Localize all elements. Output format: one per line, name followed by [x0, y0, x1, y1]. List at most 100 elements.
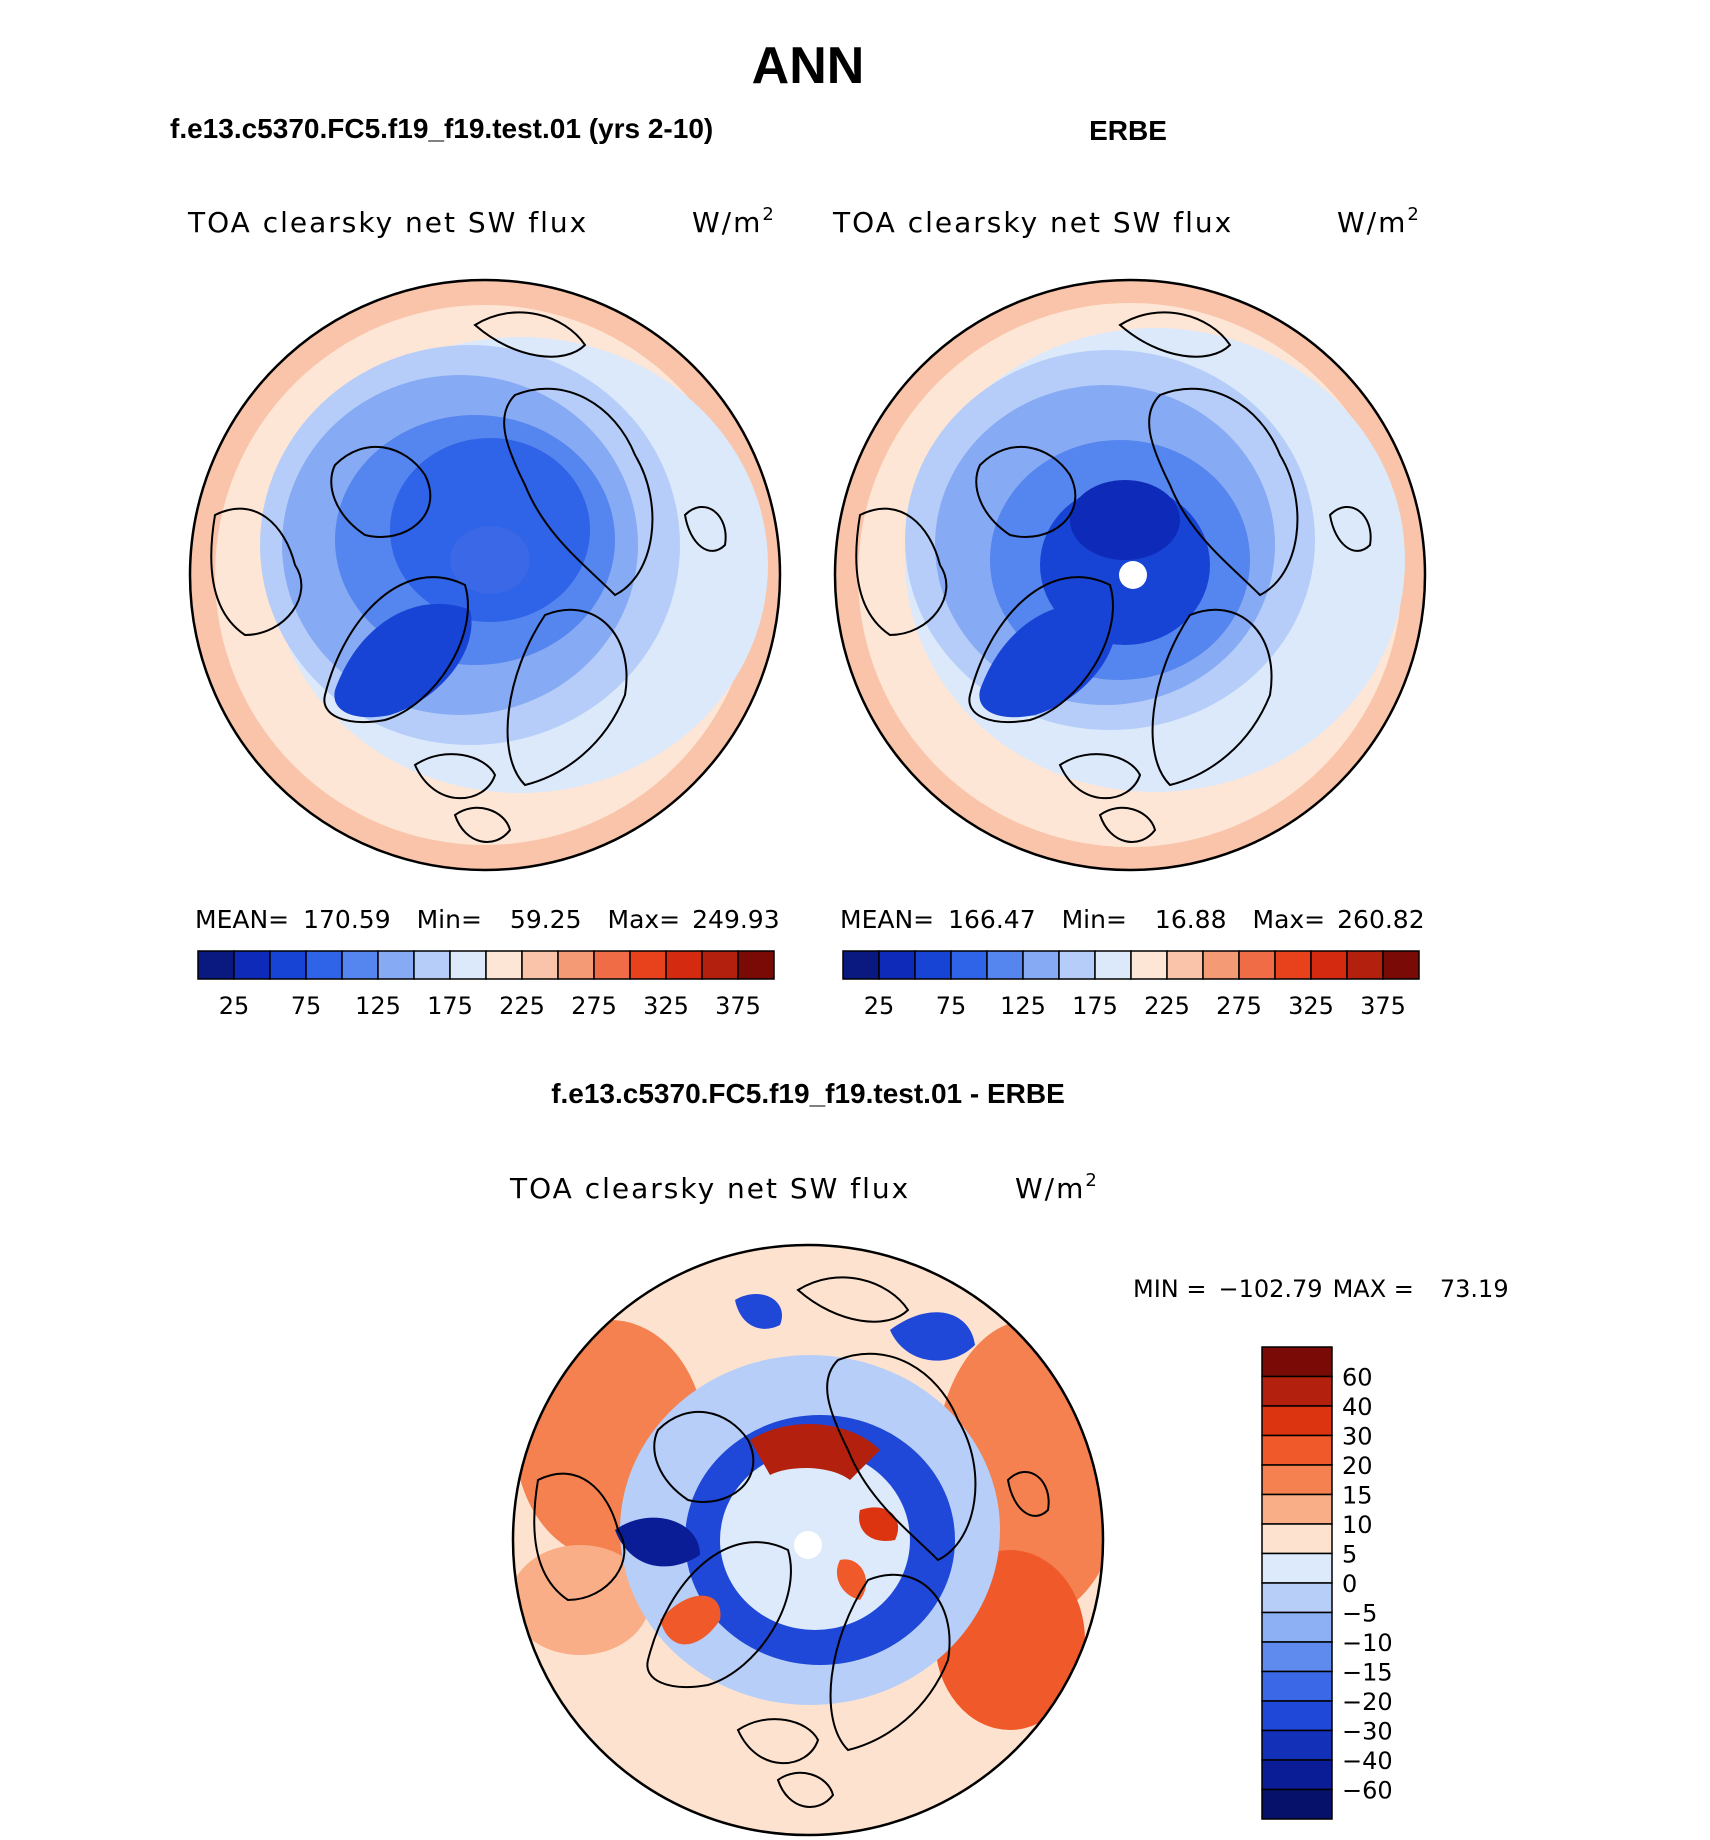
colorbar-tick-label: 125 [355, 992, 401, 1020]
colorbar-tick-label: 15 [1342, 1482, 1373, 1510]
colorbar-swatch [1261, 1611, 1333, 1643]
colorbar-tick-label: 175 [1072, 992, 1118, 1020]
colorbar-swatch [701, 950, 739, 980]
panel-model-variable: TOA clearsky net SW flux [187, 206, 588, 239]
colorbar-swatch [1261, 1759, 1333, 1791]
colorbar-tick-label: 0 [1342, 1570, 1357, 1598]
colorbar-tick-label: 225 [499, 992, 545, 1020]
colorbar-swatch [1261, 1405, 1333, 1437]
colorbar-swatch [1261, 1582, 1333, 1614]
colorbar-swatch [197, 950, 235, 980]
panel-obs-map-border [833, 278, 1427, 872]
colorbar-swatch [914, 950, 952, 980]
colorbar-tick-label: 5 [1342, 1541, 1357, 1569]
panel-obs-units: W/m2 [1337, 204, 1421, 239]
colorbar-tick-label: −40 [1342, 1747, 1393, 1775]
colorbar-tick-label: 75 [291, 992, 322, 1020]
colorbar-swatch [950, 950, 988, 980]
colorbar-swatch [842, 950, 880, 980]
panel-model-units: W/m2 [692, 204, 776, 239]
colorbar-swatch [305, 950, 343, 980]
panel-diff-title: f.e13.c5370.FC5.f19_f19.test.01 - ERBE [551, 1078, 1065, 1109]
colorbar-swatch [1261, 1788, 1333, 1820]
panel-obs-stats: MEAN= 166.47 Min= 16.88 Max= 260.82 [840, 905, 1425, 934]
colorbar-swatch [629, 950, 667, 980]
colorbar-swatch [1022, 950, 1060, 980]
panel-obs-colorbar: 25 75 125 175 225 275 325 375 [842, 950, 1420, 1020]
colorbar-tick-label: 125 [1000, 992, 1046, 1020]
panel-diff-units: W/m2 [1015, 1170, 1099, 1205]
colorbar-tick-label: −5 [1342, 1600, 1377, 1628]
colorbar-swatch [1261, 1670, 1333, 1702]
colorbar-tick-label: 175 [427, 992, 473, 1020]
colorbar-swatch [557, 950, 595, 980]
colorbar-tick-label: 75 [936, 992, 967, 1020]
colorbar-swatch [1261, 1434, 1333, 1466]
colorbar-swatch [1261, 1346, 1333, 1378]
colorbar-tick-label: 30 [1342, 1423, 1373, 1451]
colorbar-swatch [1261, 1700, 1333, 1732]
colorbar-swatch [1261, 1641, 1333, 1673]
colorbar-tick-label: −60 [1342, 1777, 1393, 1805]
panel-diff: f.e13.c5370.FC5.f19_f19.test.01 - ERBE T… [509, 1078, 1509, 1837]
colorbar-swatch [665, 950, 703, 980]
colorbar-swatch [341, 950, 379, 980]
colorbar-swatch [1346, 950, 1384, 980]
colorbar-tick-label: 60 [1342, 1364, 1373, 1392]
panel-model-title: f.e13.c5370.FC5.f19_f19.test.01 (yrs 2-1… [170, 113, 713, 144]
colorbar-swatch [1261, 1464, 1333, 1496]
colorbar-tick-label: 10 [1342, 1511, 1373, 1539]
colorbar-swatch [1310, 950, 1348, 980]
panel-diff-variable: TOA clearsky net SW flux [509, 1172, 910, 1205]
colorbar-swatch [521, 950, 559, 980]
colorbar-tick-label: 325 [1288, 992, 1334, 1020]
panel-obs-variable: TOA clearsky net SW flux [832, 206, 1233, 239]
colorbar-tick-label: 325 [643, 992, 689, 1020]
colorbar-swatch [1261, 1729, 1333, 1761]
panel-diff-minmax: MIN = −102.79 MAX = 73.19 [1133, 1275, 1509, 1303]
colorbar-swatch [233, 950, 271, 980]
colorbar-tick-label: 25 [219, 992, 250, 1020]
colorbar-tick-label: −30 [1342, 1718, 1393, 1746]
colorbar-tick-label: 375 [715, 992, 761, 1020]
colorbar-swatch [1094, 950, 1132, 980]
colorbar-swatch [1130, 950, 1168, 980]
colorbar-tick-label: 40 [1342, 1393, 1373, 1421]
colorbar-swatch [269, 950, 307, 980]
colorbar-tick-label: −20 [1342, 1688, 1393, 1716]
panel-model-colorbar: 25 75 125 175 225 275 325 375 [197, 950, 775, 1020]
colorbar-swatch [737, 950, 775, 980]
colorbar-swatch [986, 950, 1024, 980]
panel-model-stats: MEAN= 170.59 Min= 59.25 Max= 249.93 [195, 905, 780, 934]
colorbar-swatch [1058, 950, 1096, 980]
colorbar-swatch [1202, 950, 1240, 980]
colorbar-tick-label: 20 [1342, 1452, 1373, 1480]
panel-model-map-border [188, 278, 782, 872]
colorbar-tick-label: −10 [1342, 1629, 1393, 1657]
panel-obs-title: ERBE [1089, 115, 1167, 146]
main-title: ANN [752, 37, 865, 95]
panel-obs: ERBE TOA clearsky net SW flux W/m2 MEAN=… [832, 115, 1427, 1020]
colorbar-swatch [1261, 1523, 1333, 1555]
colorbar-tick-label: −15 [1342, 1659, 1393, 1687]
panel-model: f.e13.c5370.FC5.f19_f19.test.01 (yrs 2-1… [170, 113, 782, 1020]
colorbar-tick-label: 275 [571, 992, 617, 1020]
colorbar-swatch [377, 950, 415, 980]
colorbar-swatch [449, 950, 487, 980]
colorbar-swatch [1382, 950, 1420, 980]
colorbar-tick-label: 25 [864, 992, 895, 1020]
colorbar-swatch [485, 950, 523, 980]
colorbar-swatch [1261, 1552, 1333, 1584]
panel-model-map [190, 280, 780, 870]
colorbar-swatch [1274, 950, 1312, 980]
colorbar-swatch [1166, 950, 1204, 980]
colorbar-swatch [1261, 1493, 1333, 1525]
panel-obs-map [835, 280, 1425, 870]
colorbar-swatch [413, 950, 451, 980]
colorbar-tick-label: 225 [1144, 992, 1190, 1020]
colorbar-tick-label: 275 [1216, 992, 1262, 1020]
panel-diff-map-border [511, 1243, 1105, 1837]
colorbar-tick-label: 375 [1360, 992, 1406, 1020]
